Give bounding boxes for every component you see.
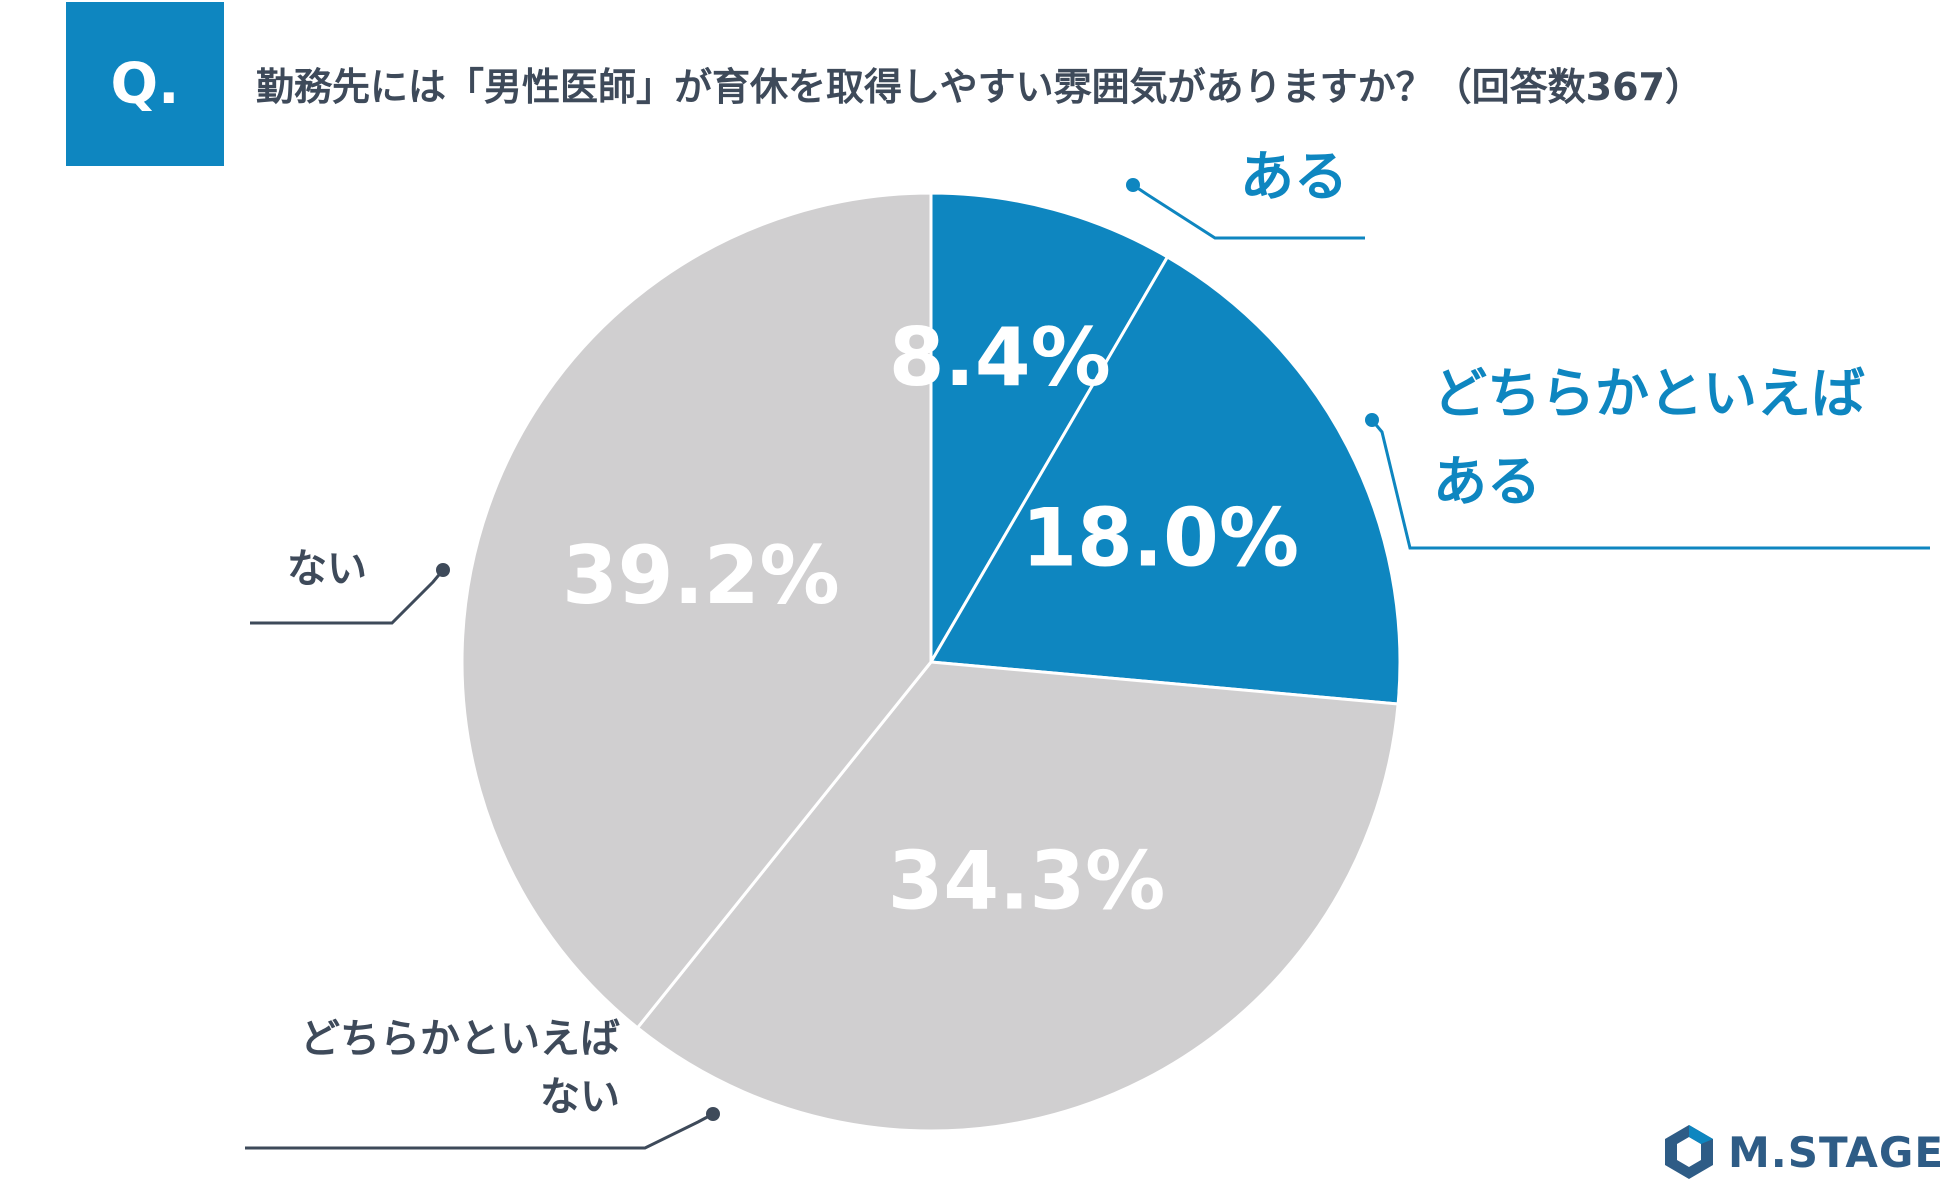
brand-logo: M.STAGE <box>1660 1122 1944 1181</box>
hexagon-logo-icon <box>1665 1125 1713 1179</box>
callout-leader-line-4 <box>245 1112 714 1150</box>
pie-percent-labels: 8.4% 18.0% 34.3% 39.2% <box>562 311 1299 927</box>
pie-slice-1 <box>929 191 1170 668</box>
category-label-4-line-1: どちらかといえば <box>300 1016 620 1062</box>
slice-percent-label-2: 18.0% <box>1021 492 1299 585</box>
category-label-4-line-2: ない <box>540 1074 620 1120</box>
callout-dot-3 <box>436 563 450 577</box>
category-label-2-line-2: ある <box>1433 450 1541 513</box>
pie-slices <box>460 191 1402 1133</box>
category-label-3-line-1: ない <box>287 546 367 592</box>
callout-leader-line-2 <box>1370 419 1930 550</box>
logo-text: M.STAGE <box>1728 1127 1945 1177</box>
question-badge: Q. <box>66 2 224 166</box>
pie-slice-2 <box>928 254 1402 706</box>
slice-percent-label-4: 39.2% <box>562 529 840 622</box>
callout-leader-line-1 <box>1132 183 1365 240</box>
callout-dot-1 <box>1126 178 1140 192</box>
callout-leader-line-3 <box>250 569 445 625</box>
category-label-2-line-1: どちらかといえば <box>1433 362 1865 425</box>
slice-percent-label-3: 34.3% <box>888 834 1166 927</box>
question-title: 勤務先には「男性医師」が育休を取得しやすい雰囲気がありますか？（回答数367） <box>256 65 1703 109</box>
question-badge-text: Q. <box>110 51 180 117</box>
category-label-1-line-1: ある <box>1240 145 1348 208</box>
slice-percent-label-1: 8.4% <box>889 311 1111 404</box>
pie-slice-3 <box>635 660 1400 1133</box>
callout-dot-2 <box>1365 413 1379 427</box>
callout-dot-4 <box>706 1107 720 1121</box>
pie-slice-4 <box>460 191 933 1030</box>
